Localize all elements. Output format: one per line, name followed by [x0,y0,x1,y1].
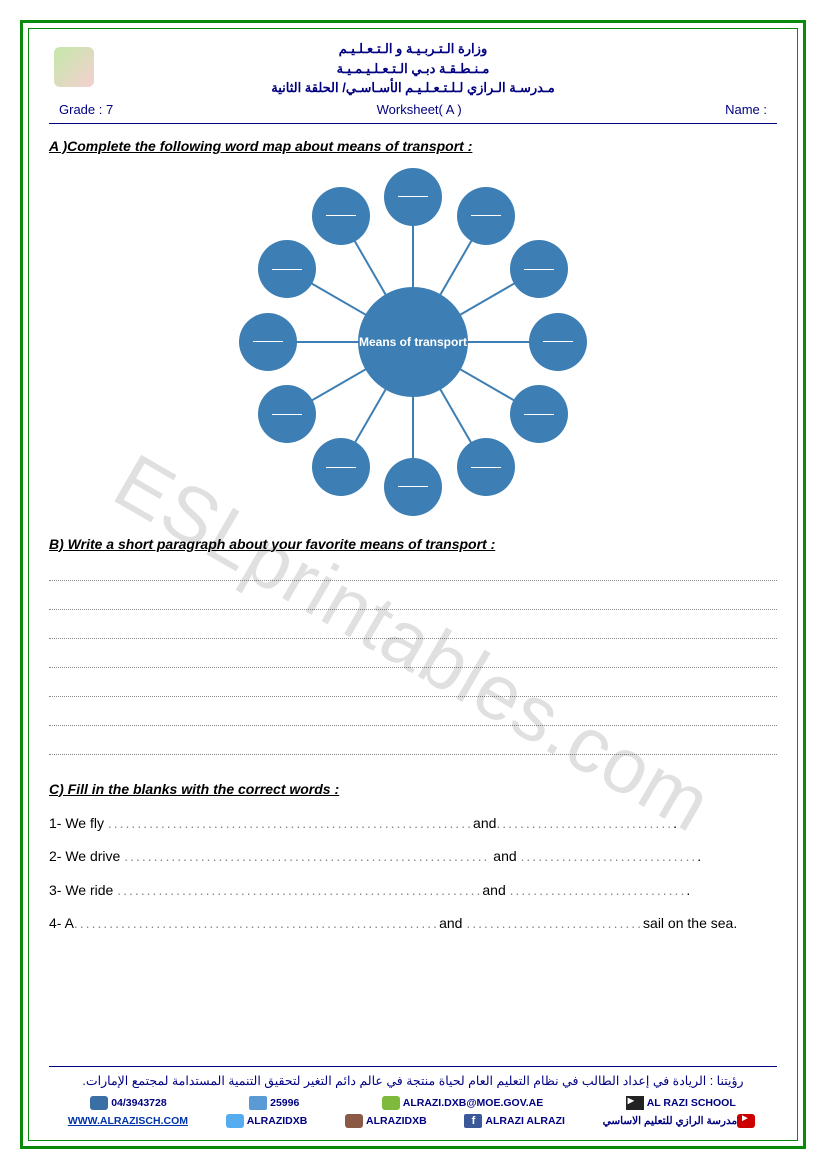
writing-line[interactable] [49,696,777,697]
writing-line[interactable] [49,609,777,610]
wordmap-outer-node[interactable] [457,438,515,496]
wordmap-outer-node[interactable] [239,313,297,371]
wordmap-outer-node[interactable] [258,240,316,298]
section-a-title: A )Complete the following word map about… [49,138,777,154]
footer-web[interactable]: WWW.ALRAZISCH.COM [68,1115,188,1127]
wordmap-outer-node[interactable] [457,187,515,245]
instagram-icon [345,1114,363,1128]
writing-line[interactable] [49,667,777,668]
footer-play: AL RAZI SCHOOL [626,1096,736,1110]
footer-phone: 04/3943728 [90,1096,166,1110]
fill-blanks[interactable]: 1- We fly ..............................… [49,807,777,941]
wordmap-outer-node[interactable] [258,385,316,443]
fill-blank-row[interactable]: 3- We ride .............................… [49,874,777,908]
writing-line[interactable] [49,638,777,639]
blank[interactable]: ........................................… [74,915,439,931]
wordmap-outer-node[interactable] [384,458,442,516]
footer-email: ALRAZI.DXB@MOE.GOV.AE [382,1096,544,1110]
header-ar2: مـنـطـقـة دبـي الـتـعـلـيـمـيـة [49,59,777,79]
footer-row-2: WWW.ALRAZISCH.COM ALRAZIDXB ALRAZIDXB fA… [49,1114,777,1128]
wordmap-center-node: Means of transport [358,287,468,397]
footer-twitter: ALRAZIDXB [226,1114,308,1128]
name-label: Name : [725,102,767,117]
wordmap-container: Means of transport [49,162,777,522]
wordmap-outer-node[interactable] [510,240,568,298]
fill-blank-row[interactable]: 4- A....................................… [49,907,777,941]
blank[interactable]: .............................. [521,848,698,864]
header-arabic: وزارة الـتـربـيـة و الـتـعـلـيـم مـنـطـق… [49,39,777,98]
worksheet-label: Worksheet( A ) [377,102,462,117]
footer-facebook: fALRAZI ALRAZI [464,1114,565,1128]
section-c-title: C) Fill in the blanks with the correct w… [49,781,777,797]
twitter-icon [226,1114,244,1128]
wordmap-outer-node[interactable] [529,313,587,371]
blank[interactable]: ........................................… [108,815,473,831]
phone-icon [90,1096,108,1110]
blank[interactable]: .............................. [466,915,643,931]
wordmap-outer-node[interactable] [312,438,370,496]
writing-line[interactable] [49,725,777,726]
fill-blank-row[interactable]: 1- We fly ..............................… [49,807,777,841]
blank[interactable]: .............................. [510,882,687,898]
grade-label: Grade : 7 [59,102,113,117]
wordmap-center-label: Means of transport [359,335,467,349]
wordmap-outer-node[interactable] [312,187,370,245]
paragraph-lines[interactable] [49,580,777,755]
footer-fax: 25996 [249,1096,299,1110]
facebook-icon: f [464,1114,482,1128]
wordmap-outer-node[interactable] [510,385,568,443]
blank[interactable]: .............................. [496,815,673,831]
blank[interactable]: ........................................… [124,848,489,864]
wordmap-outer-node[interactable] [384,168,442,226]
section-b-title: B) Write a short paragraph about your fa… [49,536,777,552]
youtube-icon [737,1114,755,1128]
footer: رؤيتنا : الريادة في إعداد الطالب في نظام… [49,1066,777,1132]
header-ar1: وزارة الـتـربـيـة و الـتـعـلـيـم [49,39,777,59]
footer-vision: رؤيتنا : الريادة في إعداد الطالب في نظام… [49,1073,777,1088]
fax-icon [249,1096,267,1110]
page-outer-border: وزارة الـتـربـيـة و الـتـعـلـيـم مـنـطـق… [20,20,806,1149]
header-ar3: مـدرسـة الـرازي لـلـتـعـلـيـم الأسـاسـي/… [49,78,777,98]
footer-instagram: ALRAZIDXB [345,1114,427,1128]
footer-youtube: مدرسة الرازي للتعليم الاساسي [603,1114,759,1128]
footer-row-1: 04/3943728 25996 ALRAZI.DXB@MOE.GOV.AE A… [49,1096,777,1110]
page-inner-border: وزارة الـتـربـيـة و الـتـعـلـيـم مـنـطـق… [28,28,798,1141]
blank[interactable]: ........................................… [117,882,482,898]
meta-row: Grade : 7 Worksheet( A ) Name : [49,102,777,124]
writing-line[interactable] [49,580,777,581]
fill-blank-row[interactable]: 2- We drive ............................… [49,840,777,874]
writing-line[interactable] [49,754,777,755]
email-icon [382,1096,400,1110]
googleplay-icon [626,1096,644,1110]
school-logo-icon [54,47,94,87]
wordmap-diagram: Means of transport [233,162,593,522]
